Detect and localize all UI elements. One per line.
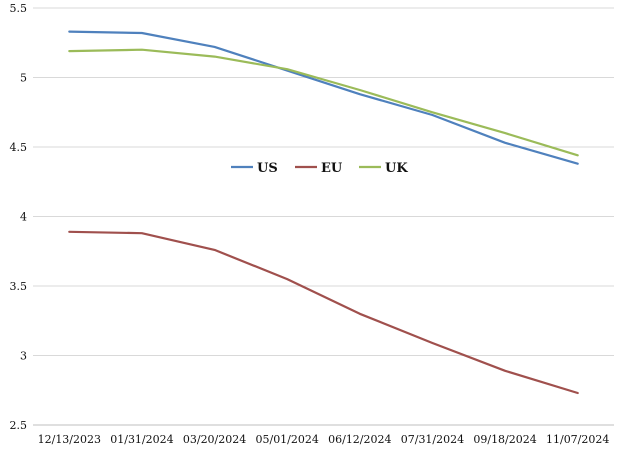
x-tick-label: 03/20/2024 — [183, 433, 246, 446]
y-tick-label: 3.5 — [10, 280, 28, 293]
y-tick-label: 2.5 — [10, 419, 28, 432]
y-tick-label: 3 — [20, 350, 27, 363]
x-tick-label: 12/13/2023 — [38, 433, 101, 446]
x-tick-label: 06/12/2024 — [328, 433, 391, 446]
series-lines — [68, 30, 579, 395]
series-line-uk — [68, 48, 579, 157]
y-tick-label: 4.5 — [10, 141, 28, 154]
x-tick-label: 05/01/2024 — [255, 433, 318, 446]
y-tick-label: 5.5 — [10, 2, 28, 15]
series-line-eu — [68, 230, 579, 395]
x-tick-label: 11/07/2024 — [546, 433, 609, 446]
x-tick-label: 09/18/2024 — [473, 433, 536, 446]
legend-label-us: US — [257, 161, 278, 176]
x-tick-label: 07/31/2024 — [401, 433, 464, 446]
y-tick-label: 5 — [20, 72, 27, 85]
x-tick-label: 01/31/2024 — [110, 433, 173, 446]
axes: 2.5 3 3.5 4 4.5 5 5.5 12/13/2023 01/31/2024 03/20… — [10, 2, 614, 446]
legend-label-eu: EU — [321, 161, 343, 176]
legend-label-uk: UK — [385, 161, 408, 176]
y-tick-label: 4 — [20, 211, 27, 224]
grid-lines — [33, 7, 614, 356]
legend: US EU UK — [231, 161, 408, 176]
series-line-us — [68, 30, 579, 165]
